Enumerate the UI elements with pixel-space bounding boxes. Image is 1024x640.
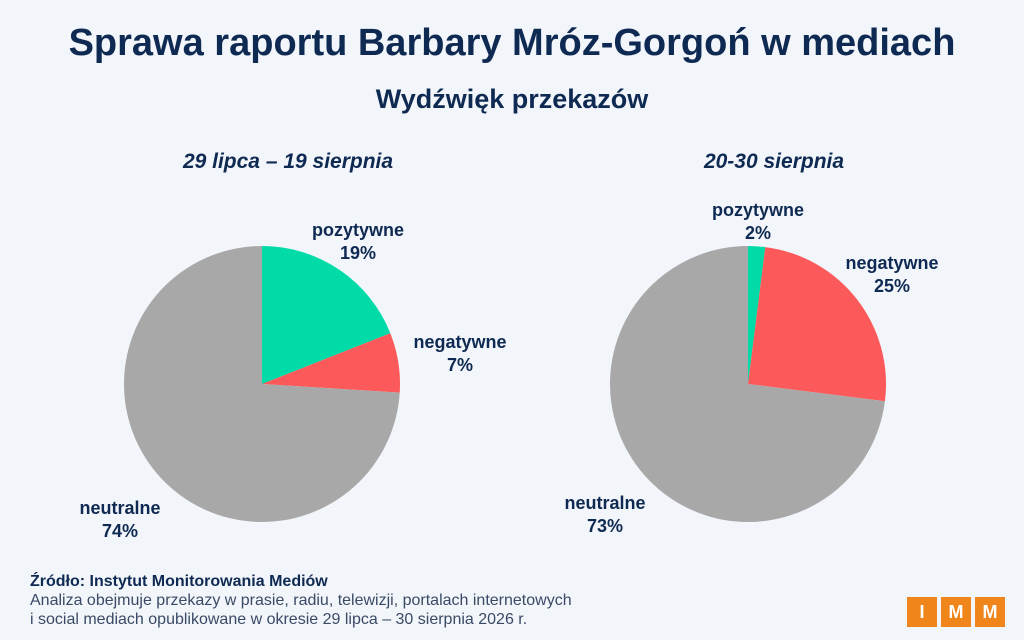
- source-note-line-2: i social mediach opublikowane w okresie …: [30, 611, 528, 628]
- slice-label-pozytywne-1: pozytywne: [312, 220, 404, 240]
- logo-letter-m1: M: [941, 597, 971, 627]
- slice-value-negatywne-1: 7%: [447, 355, 473, 375]
- pie-slice-neutralne-1: [124, 246, 400, 522]
- logo-letter-i: I: [907, 597, 937, 627]
- slice-label-neutralne-2: neutralne: [564, 493, 645, 513]
- slice-label-negatywne-1: negatywne: [413, 332, 506, 352]
- source-note-line-1: Analiza obejmuje przekazy w prasie, radi…: [30, 592, 572, 609]
- pie-slice-pozytywne-2: [748, 246, 766, 384]
- chart-subtitle: Wydźwięk przekazów: [375, 84, 649, 114]
- pie-slice-negatywne-2: [748, 247, 886, 402]
- slice-value-pozytywne-1: 19%: [340, 243, 376, 263]
- chart-title: Sprawa raportu Barbary Mróz-Gorgoń w med…: [68, 22, 956, 64]
- pie-chart-period-2: 20-30 sierpnia pozytywne 2% negatywne 25% neu…: [564, 150, 938, 536]
- pie-title-1: 29 lipca – 19 sierpnia: [182, 150, 393, 173]
- slice-value-pozytywne-2: 2%: [745, 223, 771, 243]
- slice-label-negatywne-2: negatywne: [845, 253, 938, 273]
- logo-letter-m2: M: [975, 597, 1005, 627]
- pie-slice-neutralne-2: [610, 246, 885, 523]
- slice-value-neutralne-1: 74%: [102, 521, 138, 541]
- imm-logo: I M M: [907, 597, 1005, 627]
- slice-value-negatywne-2: 25%: [874, 276, 910, 296]
- slice-value-neutralne-2: 73%: [587, 516, 623, 536]
- source-label: Źródło: Instytut Monitorowania Mediów: [30, 573, 328, 590]
- pie-title-2: 20-30 sierpnia: [703, 150, 844, 173]
- slice-label-pozytywne-2: pozytywne: [712, 200, 804, 220]
- pie-slice-negatywne-1: [262, 333, 400, 393]
- pie-chart-period-1: 29 lipca – 19 sierpnia pozytywne 19% negaty…: [79, 150, 506, 541]
- source-block: Źródło: Instytut Monitorowania Mediów An…: [30, 572, 572, 629]
- slice-label-neutralne-1: neutralne: [79, 498, 160, 518]
- pie-slice-pozytywne-1: [262, 246, 391, 384]
